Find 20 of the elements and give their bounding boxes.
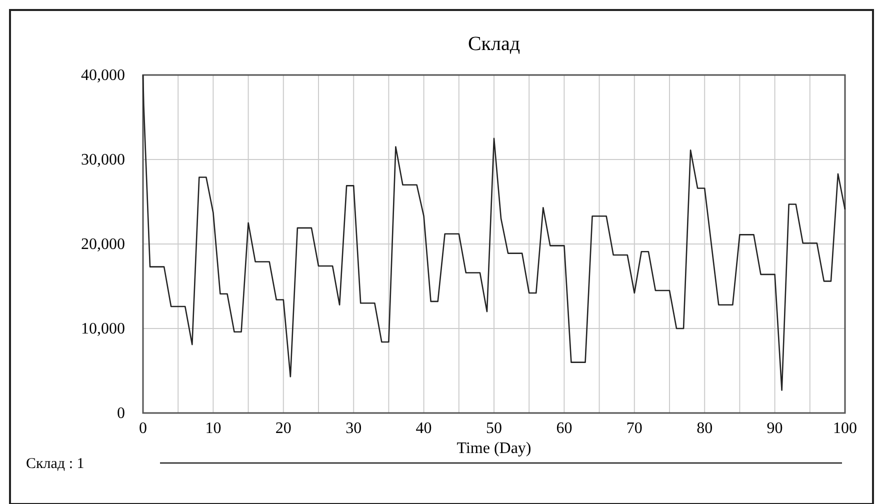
x-tick-label: 0 xyxy=(139,420,147,437)
y-tick-label: 30,000 xyxy=(81,152,125,168)
x-axis-title: Time (Day) xyxy=(456,440,532,457)
y-tick-label: 10,000 xyxy=(81,320,125,338)
x-tick-label: 60 xyxy=(556,420,572,437)
x-tick-label: 90 xyxy=(766,420,783,437)
x-tick-label: 40 xyxy=(416,420,432,437)
x-tick-label: 100 xyxy=(833,420,857,437)
x-tick-label: 30 xyxy=(346,420,362,437)
x-tick-label: 10 xyxy=(205,420,222,437)
y-tick-label: 0 xyxy=(117,405,125,422)
x-tick-label: 70 xyxy=(626,420,642,437)
x-tick-label: 50 xyxy=(486,420,502,437)
y-tick-label: 20,000 xyxy=(81,236,125,253)
x-tick-label: 80 xyxy=(696,420,713,437)
text: Склад : 1 xyxy=(26,456,84,472)
y-tick-label: 40,000 xyxy=(81,67,125,84)
line-series xyxy=(142,74,846,391)
chart-title: Склад xyxy=(468,33,520,55)
x-tick-label: 20 xyxy=(275,420,292,437)
